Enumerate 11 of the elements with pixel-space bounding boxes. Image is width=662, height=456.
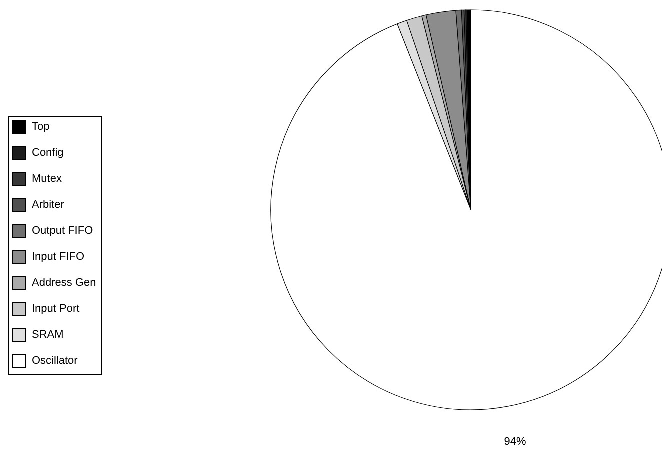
legend-label: Address Gen [32,277,96,289]
data-label: 94% [504,436,526,448]
legend-label: Arbiter [32,199,65,211]
legend-label: SRAM [32,329,64,341]
legend-label: Mutex [32,173,62,185]
legend-label: Input Port [32,303,80,315]
legend-label: Config [32,147,64,159]
legend-label: Input FIFO [32,251,86,263]
legend-label: Top [32,121,50,133]
legend-label: Oscillator [32,355,78,367]
legend-label: Output FIFO [32,225,94,237]
